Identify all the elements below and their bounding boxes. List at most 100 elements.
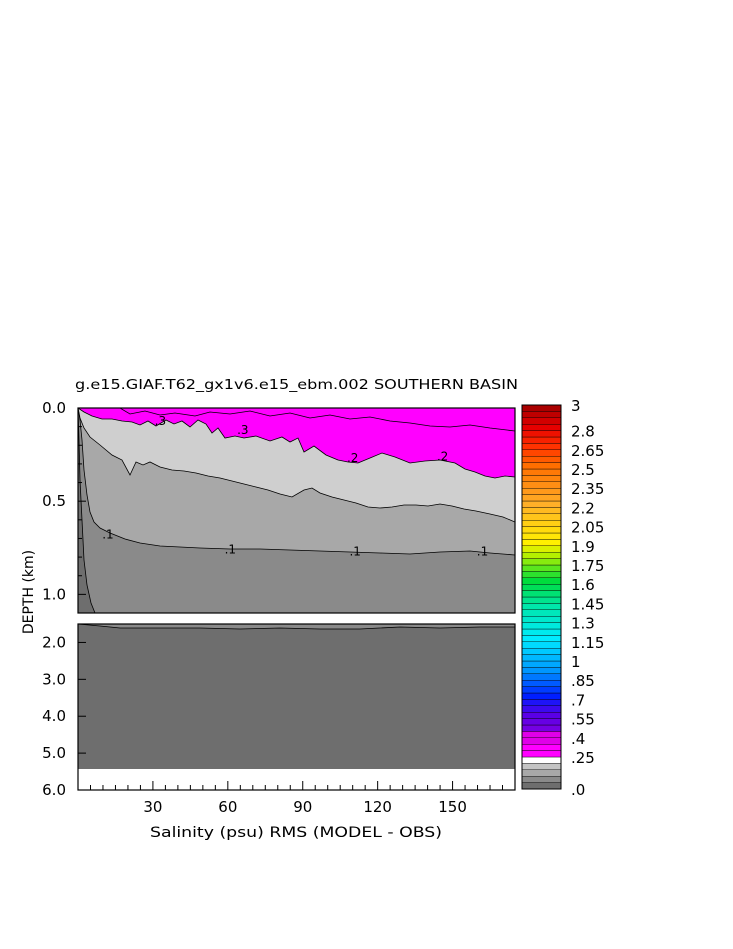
x-tick-label: 60	[218, 798, 237, 816]
fill-gt-0-25	[78, 408, 515, 478]
colorbar-swatch	[521, 532, 562, 540]
x-axis-label: Salinity (psu) RMS (MODEL - OBS)	[150, 825, 442, 841]
y-tick-label: 5.0	[42, 744, 66, 762]
colorbar-label: .55	[571, 711, 595, 729]
colorbar-swatch	[521, 417, 562, 425]
colorbar-swatch	[521, 513, 562, 521]
x-tick-label: 120	[363, 798, 392, 816]
colorbar-swatch	[521, 699, 562, 707]
colorbar-label: 2.05	[571, 519, 604, 537]
colorbar-label: .25	[571, 749, 595, 767]
contour-label: .2	[347, 451, 358, 465]
colorbar-swatch	[521, 731, 562, 739]
colorbar-swatch	[521, 436, 562, 444]
colorbar-swatch	[521, 424, 562, 431]
colorbar-swatch	[521, 564, 562, 572]
colorbar-label: 2.8	[571, 423, 595, 441]
colorbar-swatch	[521, 724, 562, 732]
colorbar-swatch	[521, 776, 562, 783]
colorbar-swatch	[521, 718, 562, 726]
colorbar-labels: 32.82.652.52.352.22.051.91.751.61.451.31…	[571, 397, 604, 799]
x-tick-label: 150	[438, 798, 467, 816]
colorbar-label: 2.65	[571, 442, 604, 460]
contour-line-0-1	[78, 408, 515, 556]
colorbar-swatch	[521, 443, 562, 450]
colorbar-swatch	[521, 462, 562, 470]
colorbar-label: 1.45	[571, 595, 604, 613]
lower-contour-line	[77, 623, 515, 630]
colorbar-swatch	[521, 756, 562, 764]
y-tick-label: 1.0	[42, 585, 66, 603]
colorbar-swatch	[521, 545, 562, 553]
lower-no-data	[78, 769, 515, 790]
lower-fill-lt-0-05	[78, 624, 515, 769]
colorbar-label: 2.35	[571, 480, 604, 498]
colorbar-swatch	[521, 628, 562, 636]
colorbar-label: 1.75	[571, 557, 604, 575]
upper-y-axis: 0.0 0.5 1.0	[42, 399, 86, 614]
colorbar-swatch	[521, 782, 562, 790]
contour-line-0-25	[78, 408, 515, 479]
y-tick-label: 0.5	[42, 492, 66, 510]
colorbar-swatch	[521, 488, 562, 495]
contour-label: .1	[225, 543, 236, 557]
colorbar-swatch	[521, 526, 562, 534]
colorbar-swatch	[521, 411, 562, 418]
colorbar-label: .0	[571, 781, 585, 799]
colorbar-swatch	[521, 571, 562, 579]
colorbar-swatch	[521, 686, 562, 694]
contour-labels: .3 .3 .2 .2 .1 .1 .1 .1	[102, 414, 488, 558]
colorbar-label: 1.9	[571, 538, 595, 556]
colorbar-swatch	[521, 737, 562, 745]
colorbar-swatch	[521, 430, 562, 438]
colorbar-swatch	[521, 769, 562, 777]
colorbar-swatch	[521, 654, 562, 662]
colorbar-swatch	[521, 641, 562, 649]
colorbar-swatch	[521, 456, 562, 463]
colorbar	[521, 404, 562, 790]
colorbar-swatch	[521, 622, 562, 630]
x-axis: 30 60 90 120 150	[89, 781, 504, 816]
y-tick-label: 2.0	[42, 633, 66, 651]
lower-y-axis: 2.0 3.0 4.0 5.0 6.0	[42, 633, 86, 799]
colorbar-swatch	[521, 404, 562, 412]
colorbar-label: 1.6	[571, 576, 595, 594]
colorbar-swatch	[521, 692, 562, 700]
colorbar-swatch	[521, 596, 562, 604]
colorbar-label: 1.3	[571, 615, 595, 633]
contour-label: .1	[477, 544, 488, 558]
contour-label: .3	[155, 414, 166, 428]
colorbar-swatch	[521, 552, 562, 559]
colorbar-swatch	[521, 468, 562, 476]
colorbar-swatch	[521, 609, 562, 617]
colorbar-swatch	[521, 667, 562, 675]
colorbar-label: .7	[571, 691, 585, 709]
contour-line-0-05	[78, 408, 96, 613]
colorbar-swatch	[521, 712, 562, 719]
colorbar-swatch	[521, 750, 562, 758]
colorbar-label: .4	[571, 730, 585, 748]
colorbar-swatch	[521, 558, 562, 566]
colorbar-swatch	[521, 475, 562, 482]
y-tick-label: 0.0	[42, 399, 66, 417]
contour-line-0-15	[78, 408, 515, 523]
colorbar-label: 3	[571, 397, 581, 415]
chart-title: g.e15.GIAF.T62_gx1v6.e15_ebm.002 SOUTHER…	[75, 377, 518, 393]
colorbar-label: .85	[571, 672, 595, 690]
colorbar-swatch	[521, 673, 562, 681]
y-axis-label: DEPTH (km)	[21, 550, 37, 634]
colorbar-swatch	[521, 744, 562, 751]
y-tick-label: 3.0	[42, 670, 66, 688]
colorbar-swatch	[521, 635, 562, 643]
colorbar-swatch	[521, 539, 562, 547]
colorbar-swatch	[521, 660, 562, 668]
contour-label: .2	[437, 449, 448, 463]
colorbar-swatch	[521, 577, 562, 585]
contour-label: .3	[237, 423, 248, 437]
colorbar-swatch	[521, 500, 562, 508]
colorbar-swatch	[521, 680, 562, 687]
colorbar-swatch	[521, 763, 562, 771]
colorbar-label: 1.15	[571, 634, 604, 652]
colorbar-swatch	[521, 449, 562, 457]
colorbar-swatch	[521, 705, 562, 713]
